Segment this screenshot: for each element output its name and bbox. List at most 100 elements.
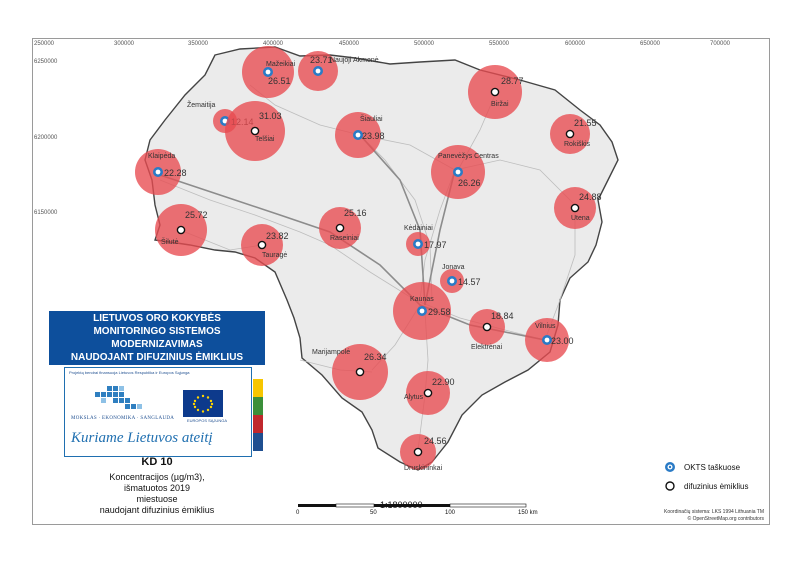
city-name-label: Panevėžys Centras (438, 153, 499, 160)
concentration-value-label: 24.56 (424, 436, 447, 446)
concentration-value-label: 26.34 (364, 352, 387, 362)
okts-station-marker-center (155, 169, 161, 175)
concentration-value-label: 21.55 (574, 118, 597, 128)
diffuse-sampler-marker[interactable] (565, 129, 575, 139)
diffuse-marker-icon (665, 481, 675, 491)
concentration-value-label: 14.57 (458, 277, 481, 287)
grid-y-label: 6150000 (34, 210, 58, 216)
concentration-value-label: 24.88 (579, 192, 602, 202)
grid-x-label: 500000 (413, 41, 435, 47)
diffuse-sampler-marker[interactable] (482, 322, 492, 332)
city-name-label: Klaipėda (148, 153, 175, 160)
city-name-label: Šilutė (161, 237, 179, 246)
okts-marker-icon (665, 462, 675, 472)
concentration-value-label: 22.90 (432, 377, 455, 387)
scale-bar (298, 503, 527, 508)
okts-station-marker-center (544, 337, 550, 343)
city-name-label: Druskininkai (404, 465, 443, 472)
map-title-box: LIETUVOS ORO KOKYBĖS MONITORINGO SISTEMO… (49, 311, 265, 365)
city-name-label: Kaunas (410, 296, 434, 303)
subtitle-line: išmatuotos 2019 (123, 483, 191, 493)
scale-tick: 150 km (518, 510, 538, 516)
grid-x-label: 700000 (709, 41, 731, 47)
grid-x-label: 550000 (488, 41, 510, 47)
logo-sanglauda-text: MOKSLAS · EKONOMIKA · SANGLAUDA (71, 416, 175, 421)
grid-x-label: 600000 (564, 41, 586, 47)
city-name-label: Elektrėnai (471, 344, 503, 351)
grid-x-label: 650000 (639, 41, 661, 47)
city-name-label: Marijampolė (312, 349, 350, 356)
grid-x-label: 250000 (33, 41, 55, 47)
credits-line: Koordinačių sistema: LKS 1994 Lithuania … (664, 509, 764, 515)
map-subtitle: Koncentracijos (µg/m3), išmatuotos 2019 … (64, 472, 250, 516)
map-code-title: KD 10 (141, 456, 173, 468)
okts-station-marker-center (265, 69, 271, 75)
grid-x-label: 350000 (187, 41, 209, 47)
grid-y-label: 6250000 (34, 59, 58, 65)
diffuse-sampler-marker[interactable] (355, 367, 365, 377)
concentration-value-label: 31.03 (259, 111, 282, 121)
concentration-value-label: 25.16 (344, 208, 367, 218)
okts-station-marker-center (455, 169, 461, 175)
legend-item-diffuse: difuzinius ėmiklius (664, 480, 748, 492)
diffuse-sampler-marker[interactable] (490, 87, 500, 97)
title-line: MONITORINGO SISTEMOS MODERNIZAVIMAS (93, 326, 221, 350)
concentration-value-label: 25.72 (185, 210, 208, 220)
concentration-value-label: 23.71 (310, 55, 333, 65)
city-name-label: Utena (571, 215, 590, 222)
concentration-value-label: 22.28 (164, 168, 187, 178)
diffuse-sampler-marker[interactable] (413, 447, 423, 457)
lithuania-flag-icon (253, 379, 263, 451)
diffuse-sampler-marker[interactable] (250, 126, 260, 136)
okts-station-marker-center (449, 278, 455, 284)
concentration-value-label: 26.51 (268, 76, 291, 86)
concentration-value-label: 23.00 (551, 336, 574, 346)
funding-logo: Projektą bendrai finansuoja Lietuvos Res… (64, 367, 252, 457)
city-name-label: Raseiniai (330, 235, 359, 242)
legend-label: OKTS taškuose (684, 462, 741, 472)
concentration-value-label: 23.98 (362, 131, 385, 141)
diffuse-sampler-marker[interactable] (257, 240, 267, 250)
subtitle-line: Koncentracijos (µg/m3), (109, 472, 205, 482)
diffuse-sampler-marker[interactable] (176, 225, 186, 235)
title-line: LIETUVOS ORO KOKYBĖS (93, 313, 221, 324)
concentration-value-label: 29.58 (428, 307, 451, 317)
diffuse-sampler-marker[interactable] (335, 223, 345, 233)
city-name-label: Žemaitija (187, 100, 216, 109)
logo-slogan: Kuriame Lietuvos ateitį (71, 430, 213, 446)
legend-label: difuzinius ėmiklius (684, 481, 749, 491)
subtitle-line: miestuose (136, 494, 178, 504)
concentration-value-label: 28.77 (501, 76, 524, 86)
subtitle-line: naudojant difuzinius ėmiklius (99, 505, 215, 515)
okts-station-marker-center (415, 241, 421, 247)
city-name-label: Vilnius (535, 323, 556, 330)
city-name-label: Alytus (404, 394, 424, 401)
okts-station-marker-center (315, 68, 321, 74)
scale-tick: 100 (445, 510, 456, 516)
eu-text: EUROPOS SĄJUNGA (186, 418, 227, 423)
logo-project-text: Projektą bendrai finansuoja Lietuvos Res… (69, 370, 190, 375)
sanglauda-logo-icon (95, 386, 142, 409)
city-name-label: Telšiai (255, 136, 275, 143)
okts-station-marker-center (222, 118, 228, 124)
city-name-label: Rokiškis (564, 141, 591, 148)
legend-item-okts: OKTS taškuose (664, 461, 740, 473)
okts-station-marker-center (355, 132, 361, 138)
grid-x-label: 300000 (113, 41, 135, 47)
concentration-value-label: 23.82 (266, 231, 289, 241)
concentration-value-label: 17.97 (424, 240, 447, 250)
title-line: NAUDOJANT DIFUZINIUS ĖMIKLIUS (70, 352, 244, 363)
eu-flag-icon (183, 390, 223, 417)
grid-y-label: 6200000 (34, 135, 58, 141)
scale-tick: 50 (370, 510, 377, 516)
credits-line: © OpenStreetMap.org contributors (687, 516, 765, 522)
map-credits: Koordinačių sistema: LKS 1994 Lithuania … (664, 509, 764, 523)
diffuse-sampler-marker[interactable] (423, 388, 433, 398)
city-name-label: Jonava (442, 264, 465, 271)
concentration-value-label: 26.26 (458, 178, 481, 188)
city-name-label: Biržai (491, 101, 509, 108)
concentration-value-label: 18.84 (491, 311, 514, 321)
diffuse-sampler-marker[interactable] (570, 203, 580, 213)
city-name-label: Mažeikiai (266, 61, 296, 68)
eu-stars-icon (192, 394, 214, 413)
